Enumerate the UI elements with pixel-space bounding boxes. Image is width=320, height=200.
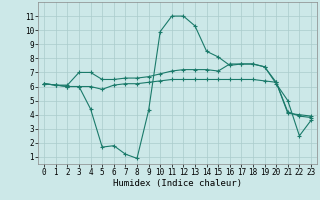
X-axis label: Humidex (Indice chaleur): Humidex (Indice chaleur): [113, 179, 242, 188]
